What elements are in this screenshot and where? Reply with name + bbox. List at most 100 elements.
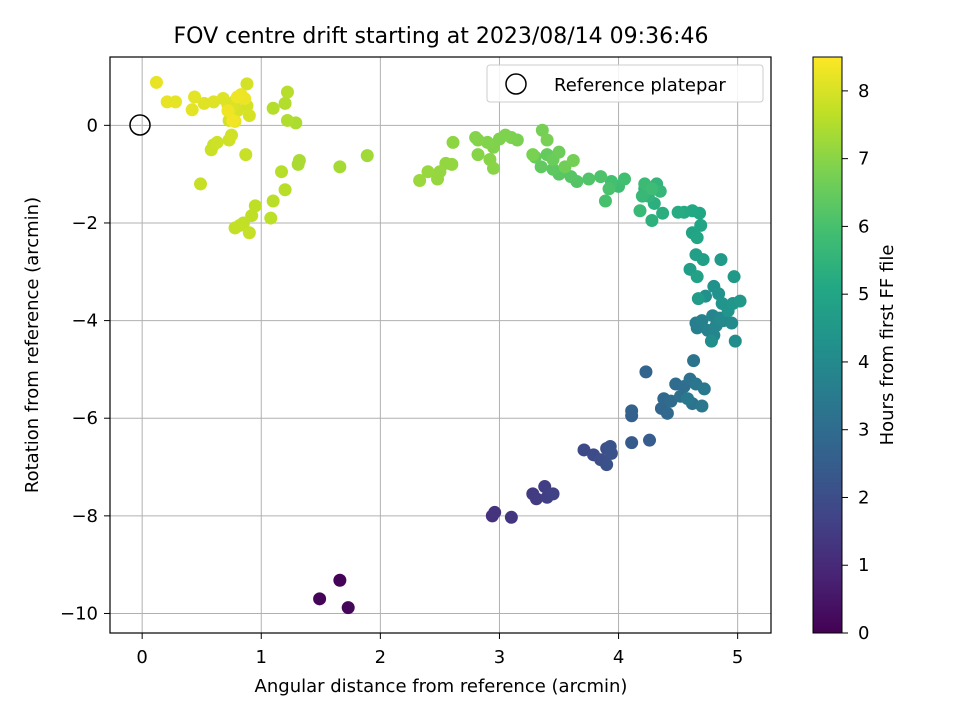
data-point [228,221,242,235]
colorbar-tick-label: 8 [858,81,869,102]
legend-reference-marker [505,73,527,95]
data-point [421,165,435,179]
chart-title: FOV centre drift starting at 2023/08/14 … [174,24,709,49]
grid-lines [110,57,771,633]
data-point [504,510,518,524]
data-point [341,601,355,615]
data-point [690,270,704,284]
data-point [278,183,292,197]
data-point [552,145,566,159]
colorbar-tick-label: 6 [858,216,869,237]
x-tick-label: 3 [494,647,505,668]
data-point [535,123,549,137]
data-point [633,204,647,218]
data-point [728,334,742,348]
colorbar-label: Hours from first FF file [877,245,898,446]
data-point [681,392,695,406]
data-point [671,205,685,219]
data-point [185,103,199,117]
data-point [529,492,543,506]
data-point [594,170,608,184]
y-axis-label: Rotation from reference (arcmin) [22,197,43,493]
data-point [240,77,254,91]
colorbar-gradient [812,56,843,634]
data-point [566,153,580,167]
data-point [582,172,596,186]
data-point [160,95,174,109]
data-point [248,199,262,213]
data-point [230,90,244,104]
data-point [725,316,739,330]
data-point [645,182,659,196]
data-point [660,406,674,420]
y-tick-label: −6 [71,408,98,429]
data-point [696,253,710,267]
colorbar-tick-label: 7 [858,149,869,170]
data-point [471,148,485,162]
data-point [712,287,726,301]
data-point [704,334,718,348]
data-point [226,113,240,127]
data-point [275,165,289,179]
data-point [656,206,670,220]
data-point [538,480,552,494]
data-point [207,95,221,109]
legend-reference-label: Reference platepar [554,75,726,96]
y-tick-label: −4 [71,311,98,332]
data-point [245,209,259,223]
data-point [639,365,653,379]
data-point [546,487,560,501]
data-point [526,148,540,162]
data-point [266,194,280,208]
data-point [727,270,741,284]
x-tick-label: 2 [375,647,386,668]
colorbar-tick-label: 3 [858,420,869,441]
data-point [691,292,705,306]
colorbar: 0 1 2 3 4 5 6 7 8 Hours from first FF file [812,56,898,644]
x-tick-label: 0 [136,647,147,668]
data-point [360,149,374,163]
data-point [733,294,747,308]
data-point [546,162,560,176]
colorbar-tick-label: 5 [858,284,869,305]
data-point [618,172,632,186]
data-point [687,354,701,368]
data-point [242,109,256,123]
colorbar-tick-label: 1 [858,555,869,576]
data-point [643,433,657,447]
reference-platepar-marker [129,114,151,136]
data-point [645,214,659,228]
y-tick-label: −10 [60,603,98,624]
data-point [690,231,704,245]
data-point [313,592,327,606]
data-point [714,253,728,267]
x-axis-label: Angular distance from reference (arcmin) [255,676,628,697]
y-tick-label: −8 [71,506,98,527]
data-point [280,85,294,99]
data-point [695,399,709,413]
data-point [333,573,347,587]
data-point [224,128,238,142]
data-point [194,177,208,191]
data-point [278,96,292,110]
x-tick-label: 1 [256,647,267,668]
plot-area: 0 1 2 3 4 5 0 −2 −4 −6 −8 −10 [60,56,772,668]
plot-background [110,57,771,633]
data-point [264,211,278,225]
data-point [695,314,709,328]
colorbar-ticks: 0 1 2 3 4 5 6 7 8 [842,81,869,644]
colorbar-tick-label: 2 [858,487,869,508]
data-point [280,113,294,127]
data-point [446,135,460,149]
data-point [333,160,347,174]
data-point [534,160,548,174]
data-point [625,404,639,418]
plot-frame [109,56,772,634]
y-tick-label: 0 [87,115,98,136]
data-point [486,161,500,175]
data-point [697,382,711,396]
legend-box [486,64,764,103]
data-point [488,505,502,519]
data-point [600,458,614,472]
data-point [188,90,202,104]
